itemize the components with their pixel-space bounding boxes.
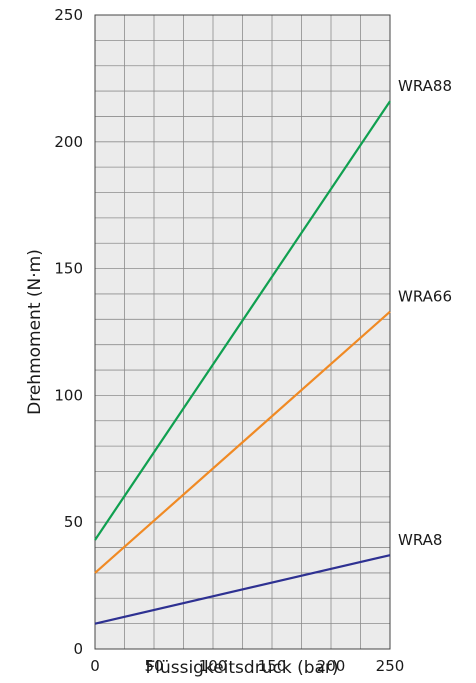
x-tick-label: 150 — [258, 657, 287, 675]
series-line-wra88 — [94, 100, 391, 541]
y-tick-label: 50 — [64, 513, 83, 531]
y-tick-label: 100 — [54, 386, 83, 404]
x-tick-label: 200 — [317, 657, 346, 675]
x-tick-labels: 0 50 100 150 200 250 — [90, 657, 404, 675]
series-label-wra8: WRA8 — [398, 531, 442, 549]
y-tick-label: 250 — [54, 6, 83, 24]
x-tick-label: 100 — [199, 657, 228, 675]
x-tick-label: 0 — [90, 657, 100, 675]
x-tick-label: 50 — [144, 657, 163, 675]
y-tick-label: 200 — [54, 133, 83, 151]
series-lines — [94, 100, 391, 625]
series-label-wra88: WRA88 — [398, 77, 452, 95]
y-tick-label: 150 — [54, 260, 83, 278]
series-label-wra66: WRA66 — [398, 288, 452, 306]
grid — [95, 15, 390, 649]
y-tick-labels: 0 50 100 150 200 250 — [54, 6, 83, 658]
plot-frame — [94, 14, 391, 650]
y-axis-title: Drehmoment (N·m) — [25, 249, 45, 415]
series-line-wra66 — [94, 310, 391, 574]
x-axis-title: Flüssigkeitsdruck (bar) — [145, 658, 338, 678]
x-tick-label: 250 — [376, 657, 405, 675]
y-tick-label: 0 — [73, 640, 83, 658]
series-line-wra8 — [94, 554, 391, 625]
series-labels: WRA88 WRA66 WRA8 — [398, 77, 452, 549]
